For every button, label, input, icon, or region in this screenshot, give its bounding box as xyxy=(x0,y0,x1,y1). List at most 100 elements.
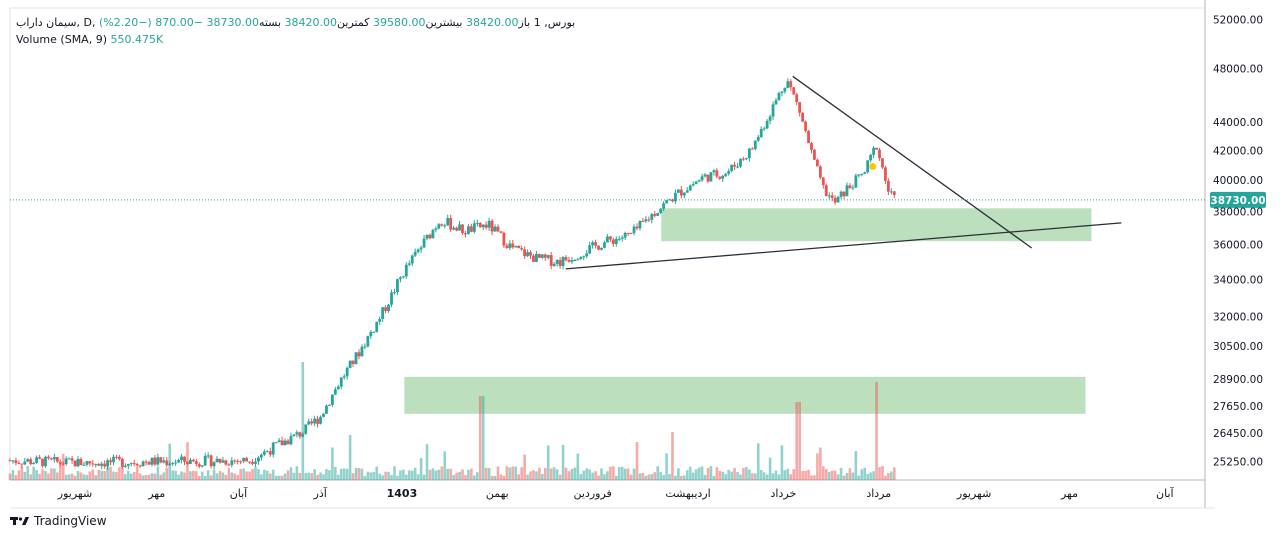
candle-body xyxy=(682,192,686,196)
volume-bar xyxy=(674,475,677,480)
volume-bar xyxy=(135,467,139,480)
volume-bar xyxy=(334,466,337,480)
candle-body xyxy=(206,455,210,457)
volume-bar xyxy=(458,471,461,480)
volume-bar xyxy=(727,469,730,480)
candle-body xyxy=(780,91,784,93)
candle-body xyxy=(393,292,396,294)
candle-body xyxy=(446,217,450,226)
candle-body xyxy=(44,456,47,467)
candle-body xyxy=(230,460,234,465)
volume-bar xyxy=(671,431,674,480)
candle-body xyxy=(552,263,556,266)
candle-body xyxy=(236,460,240,462)
candle-body xyxy=(579,256,583,260)
candle-body xyxy=(884,167,887,181)
candle-body xyxy=(183,456,186,462)
volume-bar xyxy=(419,457,423,480)
candle-body xyxy=(186,461,189,464)
candle-body xyxy=(824,185,828,197)
volume-bar xyxy=(109,466,112,480)
candle-body xyxy=(375,321,379,332)
volume-bar xyxy=(440,466,444,480)
candle-body xyxy=(126,463,130,466)
legend-volume-row: Volume (SMA, 9) 550.475K xyxy=(16,33,163,46)
volume-bar xyxy=(863,467,867,480)
volume-bar xyxy=(733,467,736,480)
volume-bar xyxy=(289,467,293,480)
candle-body xyxy=(70,458,74,461)
legend-high-label: بیشترین xyxy=(425,16,463,29)
candle-body xyxy=(100,463,104,466)
candle-body xyxy=(603,242,606,248)
volume-bar xyxy=(245,471,248,480)
candle-body xyxy=(786,81,790,88)
volume-bar xyxy=(64,474,68,480)
candle-body xyxy=(153,457,157,465)
volume-bar xyxy=(801,471,804,480)
legend-price-row: سیمان داراب, D, بورس, 1 باز38420.00 بیشت… xyxy=(16,16,575,29)
candle-body xyxy=(564,257,568,261)
candle-body xyxy=(32,462,36,465)
volume-bar xyxy=(496,466,500,480)
volume-bar xyxy=(893,467,896,480)
candle-body xyxy=(529,252,532,256)
candle-body xyxy=(665,200,668,204)
volume-bar xyxy=(623,468,627,480)
x-tick-label: آذر xyxy=(313,486,328,500)
candle-body xyxy=(106,460,109,467)
volume-bar xyxy=(786,468,790,480)
candle-body xyxy=(508,243,512,249)
candle-body xyxy=(120,458,124,467)
volume-bar xyxy=(221,472,225,480)
volume-bar xyxy=(570,468,574,480)
volume-bar xyxy=(765,474,769,480)
candle-body xyxy=(813,149,816,160)
candle-body xyxy=(540,254,544,258)
candle-body xyxy=(416,249,420,252)
candle-body xyxy=(144,461,148,463)
candle-body xyxy=(854,175,858,188)
candle-body xyxy=(310,421,314,424)
x-tick-label: شهریور xyxy=(57,487,92,500)
candle-body xyxy=(756,136,760,141)
volume-bar xyxy=(372,472,376,480)
volume-bar xyxy=(425,444,429,480)
candle-body xyxy=(478,222,482,228)
candle-body xyxy=(535,253,538,262)
x-tick-label: فروردین xyxy=(574,487,612,500)
candle-body xyxy=(259,454,263,458)
tradingview-logo[interactable]: TradingView xyxy=(10,514,107,528)
volume-bar xyxy=(147,474,151,480)
volume-bar xyxy=(277,475,281,480)
y-tick-label: 30500.00 xyxy=(1213,341,1263,353)
candle-body xyxy=(804,121,807,131)
volume-bar xyxy=(390,475,393,480)
candle-body xyxy=(585,253,589,257)
volume-bar xyxy=(467,469,470,480)
candle-body xyxy=(286,440,290,445)
volume-bar xyxy=(236,474,240,480)
candle-body xyxy=(64,458,68,465)
candle-body xyxy=(496,226,500,232)
volume-bar xyxy=(129,473,133,480)
candle-body xyxy=(889,191,893,193)
candle-body xyxy=(668,199,671,201)
volume-bar xyxy=(215,473,219,480)
volume-bar xyxy=(295,466,299,480)
volume-bar xyxy=(375,466,379,480)
candle-body xyxy=(827,195,831,197)
candle-body xyxy=(135,463,139,466)
candle-body xyxy=(886,180,890,192)
candle-body xyxy=(629,233,633,235)
volume-bar xyxy=(780,445,784,480)
candle-body xyxy=(736,166,739,168)
volume-bar xyxy=(724,474,728,480)
volume-bar xyxy=(248,471,251,480)
candle-body xyxy=(115,456,118,458)
candle-body xyxy=(360,346,364,357)
candle-body xyxy=(644,219,648,222)
candle-body xyxy=(801,112,805,122)
candle-body xyxy=(555,260,559,264)
